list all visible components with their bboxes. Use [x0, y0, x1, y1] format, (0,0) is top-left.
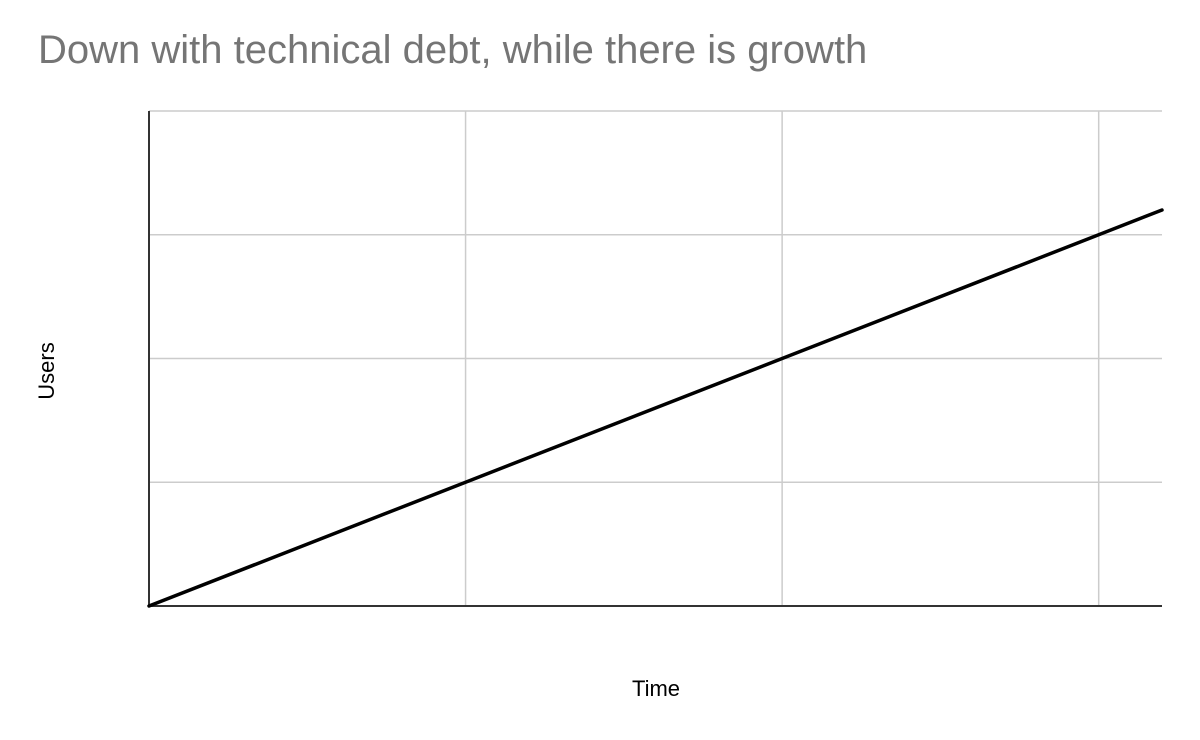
grid-lines [149, 110, 1162, 606]
series-layer [147, 208, 1164, 608]
x-axis-label: Time [631, 676, 681, 701]
chart-title: Down with technical debt, while there is… [38, 28, 868, 72]
series-line [147, 208, 1164, 608]
axes [148, 111, 1162, 607]
